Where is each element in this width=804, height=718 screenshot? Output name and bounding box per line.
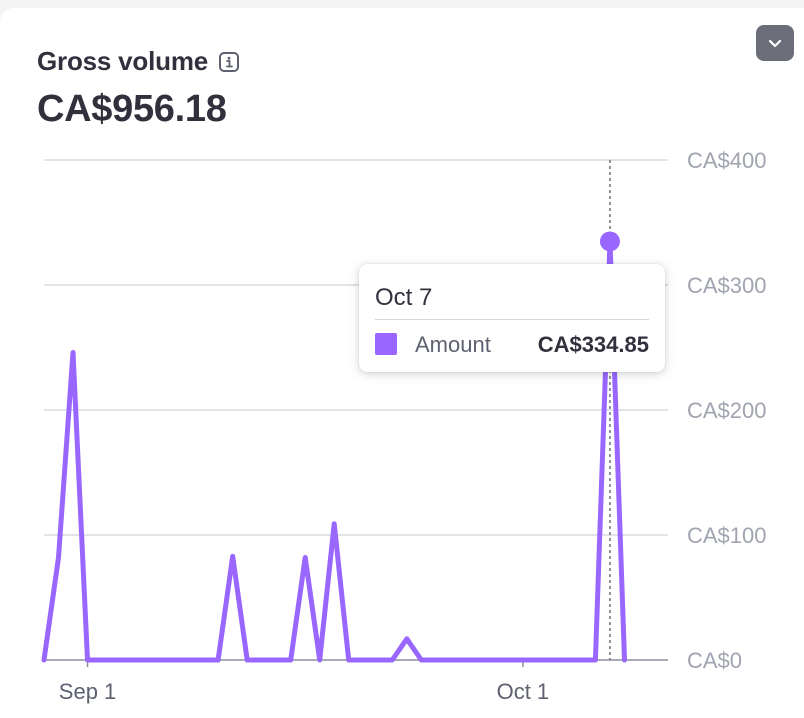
x-tick-label: Oct 1	[497, 679, 550, 704]
tooltip-divider	[375, 319, 649, 320]
tooltip-value: CA$334.85	[537, 332, 649, 357]
x-tick-label: Sep 1	[59, 679, 117, 704]
chart-title: Gross volume	[37, 46, 208, 76]
series-line-amount[interactable]	[41, 238, 627, 663]
tooltip-series-swatch	[375, 333, 397, 355]
chevron-down-icon	[768, 39, 782, 48]
card-menu-button[interactable]	[756, 25, 794, 61]
x-axis-labels: Sep 1 Oct 1	[59, 679, 549, 704]
chart-tooltip: Oct 7 Amount CA$334.85	[359, 264, 665, 372]
y-tick-label: CA$100	[687, 523, 767, 548]
y-axis-labels: CA$0 CA$100 CA$200 CA$300 CA$400	[687, 148, 767, 673]
y-tick-label: CA$400	[687, 148, 767, 173]
hover-point-marker	[599, 231, 620, 252]
y-tick-label: CA$0	[687, 648, 742, 673]
title-row: Gross volume	[37, 46, 240, 77]
y-tick-label: CA$200	[687, 398, 767, 423]
tooltip-series-name: Amount	[415, 332, 491, 357]
y-tick-label: CA$300	[687, 273, 767, 298]
tooltip-date: Oct 7	[375, 284, 433, 311]
info-icon[interactable]	[218, 51, 240, 73]
total-amount: CA$956.18	[37, 88, 227, 130]
